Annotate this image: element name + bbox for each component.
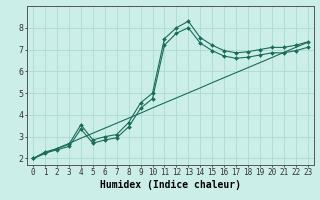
- X-axis label: Humidex (Indice chaleur): Humidex (Indice chaleur): [100, 180, 241, 190]
